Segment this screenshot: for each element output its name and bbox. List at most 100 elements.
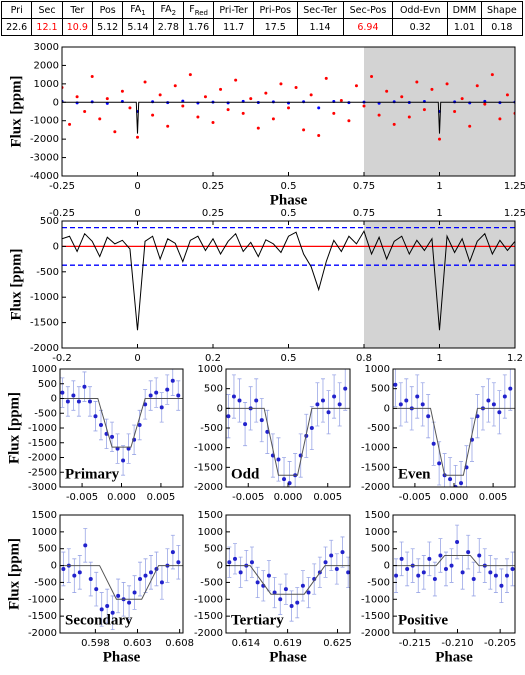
- data-point: [477, 553, 482, 558]
- y-tick-label: -500: [367, 577, 390, 588]
- data-point: [460, 97, 464, 101]
- data-point: [394, 573, 399, 578]
- data-point: [343, 386, 348, 391]
- y-tick-label: 0: [384, 561, 390, 572]
- y-tick-label: -2000: [194, 482, 223, 493]
- value-cell: 1.76: [182, 18, 215, 36]
- data-point: [83, 110, 87, 113]
- panel-label: Odd: [231, 466, 260, 482]
- data-point: [60, 390, 65, 395]
- header-text: Pri-Ter: [219, 4, 248, 16]
- data-point: [278, 597, 283, 602]
- y-tick-label: 2000: [34, 60, 59, 71]
- x-tick-label: -0.210: [441, 638, 473, 649]
- x-tick-label: 1: [436, 181, 442, 192]
- data-point: [362, 104, 366, 108]
- y-tick-label: 1000: [32, 364, 57, 375]
- y-tick-label: 500: [371, 384, 390, 395]
- data-point: [415, 394, 420, 399]
- data-point: [502, 394, 507, 399]
- plot-area: [60, 369, 183, 476]
- data-point: [76, 399, 81, 404]
- y-tick-label: 500: [371, 544, 390, 555]
- data-point: [422, 108, 426, 112]
- y-tick-label: -500: [367, 423, 390, 434]
- data-point: [459, 481, 464, 486]
- data-point: [82, 384, 87, 389]
- panel-label: Tertiary: [231, 612, 284, 628]
- data-point: [98, 117, 102, 121]
- y-tick-label: -2000: [30, 134, 59, 145]
- data-point: [128, 106, 132, 110]
- top-x-tick-label: 0: [134, 208, 140, 219]
- data-point: [170, 378, 175, 383]
- x-tick-label: 0: [134, 181, 140, 192]
- data-point: [445, 82, 449, 86]
- x-tick-label: -0.005: [66, 492, 98, 503]
- y-tick-label: -2000: [28, 453, 57, 464]
- value-cell: 11.7: [213, 18, 254, 36]
- data-point: [505, 93, 509, 97]
- data-point: [165, 387, 170, 392]
- data-point: [75, 95, 79, 99]
- plot-area: [226, 369, 350, 487]
- y-tick-label: -3000: [30, 153, 59, 164]
- data-point: [493, 573, 498, 578]
- x-tick-label: -0.25: [49, 181, 75, 192]
- data-line: [60, 398, 183, 448]
- header-text: FA: [160, 3, 172, 15]
- data-point: [427, 556, 432, 561]
- data-point: [88, 577, 93, 582]
- data-point: [116, 593, 121, 598]
- data-point: [499, 583, 504, 588]
- data-point: [416, 573, 421, 578]
- data-point: [113, 130, 117, 134]
- data-point: [137, 423, 142, 428]
- data-line: [226, 407, 350, 476]
- data-point: [415, 80, 419, 84]
- x-tick-label: 0.005: [479, 492, 508, 503]
- data-point: [256, 126, 260, 130]
- data-point: [99, 423, 103, 428]
- data-point: [385, 89, 389, 93]
- y-tick-label: 1000: [365, 527, 390, 538]
- data-point: [105, 604, 110, 609]
- y-tick-label: -4000: [30, 171, 59, 182]
- data-point: [121, 458, 126, 463]
- data-point: [370, 74, 374, 78]
- x-tick-label: 0.000: [440, 492, 469, 503]
- y-tick-label: -500: [34, 577, 57, 588]
- x-tick-label: 1.2: [507, 353, 523, 364]
- data-point: [438, 137, 441, 141]
- y-tick-label: 1000: [34, 79, 59, 90]
- y-tick-label: -1000: [194, 594, 223, 605]
- data-point: [143, 573, 148, 578]
- y-tick-label: -1000: [194, 443, 223, 454]
- data-point: [264, 91, 268, 95]
- data-point: [448, 477, 453, 482]
- data-point: [282, 477, 287, 482]
- header-text: Pri-Pos: [259, 4, 292, 16]
- data-point: [399, 556, 404, 561]
- data-point: [271, 117, 275, 121]
- y-tick-label: -1500: [361, 462, 390, 473]
- data-point: [510, 566, 515, 571]
- data-line: [393, 554, 515, 567]
- y-tick-label: -1000: [28, 594, 57, 605]
- plot-frame: [59, 514, 184, 634]
- x-axis-label: Phase: [270, 192, 308, 208]
- data-point: [498, 117, 502, 121]
- plot-area: [60, 528, 183, 631]
- plot-area: [62, 221, 515, 348]
- data-point: [159, 405, 164, 410]
- data-line: [62, 101, 515, 134]
- data-point: [340, 550, 345, 555]
- header-text: Shape: [486, 4, 517, 16]
- data-point: [475, 84, 479, 88]
- data-point: [392, 122, 396, 126]
- data-point: [289, 604, 294, 609]
- y-tick-label: -2000: [194, 628, 223, 639]
- y-tick-label: -1500: [28, 611, 57, 622]
- y-tick-label: -1500: [361, 611, 390, 622]
- y-tick-label: -1000: [361, 443, 390, 454]
